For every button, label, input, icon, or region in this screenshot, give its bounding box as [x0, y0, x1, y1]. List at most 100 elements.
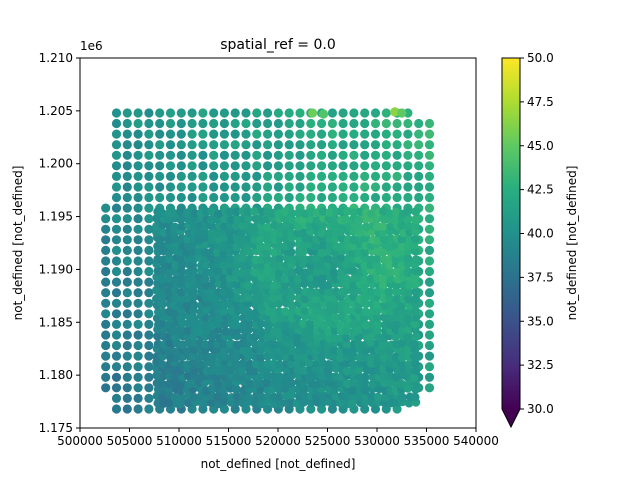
data-point: [245, 379, 255, 388]
data-point: [317, 171, 327, 181]
data-point: [263, 161, 273, 171]
data-point: [158, 274, 168, 284]
data-point: [170, 332, 180, 342]
data-point: [257, 392, 267, 402]
data-point: [269, 399, 279, 409]
data-point: [144, 256, 154, 266]
data-point: [263, 150, 273, 160]
data-point: [286, 292, 296, 302]
data-point: [349, 118, 359, 129]
data-point: [176, 140, 186, 150]
data-point: [158, 293, 168, 303]
data-point: [250, 267, 260, 277]
data-point: [252, 171, 262, 181]
data-point: [392, 150, 402, 160]
data-point: [219, 397, 229, 406]
data-point: [338, 192, 348, 203]
data-point: [252, 182, 262, 192]
data-point: [159, 371, 169, 381]
data-point: [187, 182, 197, 192]
data-point: [111, 404, 122, 414]
data-point: [252, 129, 262, 139]
data-point: [327, 140, 337, 150]
data-point: [241, 171, 251, 181]
data-point: [349, 235, 359, 245]
data-point: [411, 332, 421, 341]
data-point: [338, 182, 348, 192]
data-point: [411, 227, 420, 236]
data-point: [403, 150, 413, 160]
data-point: [380, 301, 389, 310]
data-point: [111, 129, 122, 139]
data-point: [327, 150, 337, 160]
data-point: [111, 192, 122, 203]
data-point: [230, 140, 240, 150]
data-point: [280, 307, 290, 317]
data-point: [263, 108, 273, 118]
data-point: [257, 227, 266, 237]
data-point: [165, 161, 176, 171]
colorbar-tick-label: 37.5: [527, 270, 554, 284]
data-point: [274, 241, 284, 251]
data-point: [361, 397, 370, 407]
data-point: [232, 207, 241, 217]
data-point: [286, 247, 296, 257]
data-point: [243, 207, 253, 217]
data-point: [101, 319, 111, 329]
data-point: [305, 287, 315, 297]
data-point: [268, 306, 278, 316]
data-point: [284, 108, 294, 118]
colorbar-tick-label: 45.0: [527, 139, 554, 153]
data-point: [378, 280, 388, 290]
data-point: [225, 207, 235, 217]
data-point: [245, 319, 255, 329]
y-tick-label: 1.195: [39, 210, 73, 224]
data-point: [317, 150, 327, 160]
data-point: [182, 301, 192, 310]
data-point: [360, 182, 370, 192]
data-point: [252, 118, 262, 129]
data-point: [176, 399, 185, 409]
data-point: [122, 161, 132, 171]
colorbar-gradient: [502, 58, 520, 409]
data-point: [111, 203, 122, 213]
data-point: [111, 266, 122, 277]
data-point: [327, 108, 337, 118]
data-point: [144, 235, 154, 245]
data-point: [189, 392, 199, 402]
data-point: [424, 330, 435, 340]
data-point: [213, 366, 223, 376]
data-point: [424, 277, 435, 287]
data-point: [410, 306, 420, 315]
data-point: [424, 256, 435, 266]
data-point: [101, 330, 111, 340]
data-point: [403, 346, 413, 356]
data-point: [144, 224, 154, 234]
data-point: [414, 150, 424, 160]
data-point: [263, 171, 273, 181]
data-point: [331, 241, 341, 251]
data-point: [324, 287, 333, 297]
data-point: [133, 150, 143, 160]
data-point: [183, 371, 193, 381]
data-point: [403, 268, 413, 278]
data-point: [381, 108, 391, 118]
data-point: [317, 182, 327, 192]
data-point: [195, 280, 205, 290]
data-point: [209, 192, 219, 203]
data-point: [133, 182, 143, 192]
data-point: [219, 192, 229, 203]
data-point: [370, 129, 381, 139]
data-point: [122, 235, 132, 245]
data-point: [280, 213, 290, 223]
data-point: [176, 161, 186, 171]
data-point: [155, 129, 165, 139]
data-point: [111, 161, 122, 171]
data-point: [101, 235, 111, 245]
data-point: [349, 161, 359, 171]
data-point: [241, 108, 251, 118]
data-point: [133, 298, 143, 308]
data-point: [403, 254, 413, 263]
data-point: [424, 351, 435, 361]
data-point: [213, 255, 223, 264]
